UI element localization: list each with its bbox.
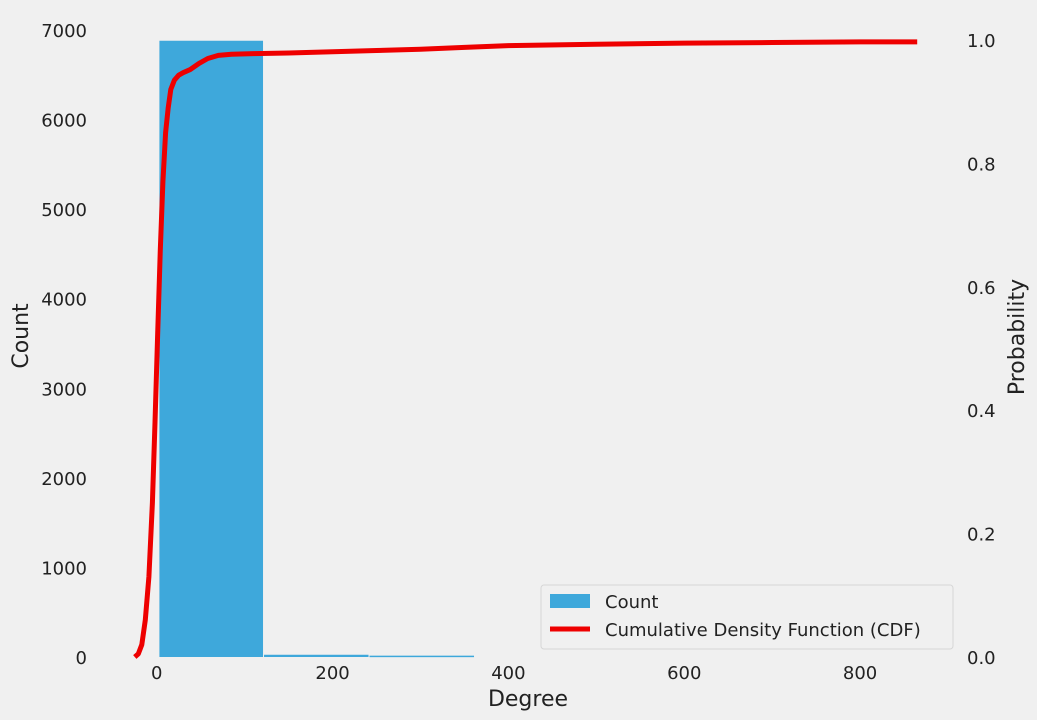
y2-axis-label: Probability xyxy=(1005,279,1030,395)
y2-axis-ticks: 0.0 0.2 0.4 0.6 0.8 1.0 xyxy=(967,31,996,669)
y-tick-label: 7000 xyxy=(41,21,87,42)
y-tick-label: 2000 xyxy=(41,469,87,490)
cdf-series xyxy=(133,39,918,659)
y-tick-label: 6000 xyxy=(41,111,87,132)
y2-tick-label: 0.8 xyxy=(967,154,996,175)
y-axis-label: Count xyxy=(9,303,34,369)
x-tick-label: 200 xyxy=(315,663,349,684)
y-tick-label: 3000 xyxy=(41,379,87,400)
y-tick-label: 5000 xyxy=(41,200,87,221)
y2-tick-label: 0.0 xyxy=(967,648,996,669)
histogram-bars xyxy=(159,40,475,658)
x-tick-label: 600 xyxy=(667,663,701,684)
x-axis-label: Degree xyxy=(488,687,568,712)
legend-label-count: Count xyxy=(605,592,658,613)
histogram-bar-2 xyxy=(369,655,475,658)
y-tick-label: 0 xyxy=(76,648,87,669)
y2-tick-label: 0.6 xyxy=(967,278,996,299)
legend: Count Cumulative Density Function (CDF) xyxy=(540,584,954,650)
x-axis-ticks: 0 200 400 600 800 xyxy=(151,663,877,684)
legend-box xyxy=(540,584,954,650)
y-axis-ticks: 0 1000 2000 3000 4000 5000 6000 7000 xyxy=(41,21,87,669)
y2-tick-label: 0.4 xyxy=(967,401,996,422)
y-tick-label: 1000 xyxy=(41,558,87,579)
histogram-bar-1 xyxy=(264,654,369,657)
y-tick-label: 4000 xyxy=(41,290,87,311)
histogram-bar-0 xyxy=(159,40,264,657)
x-tick-label: 0 xyxy=(151,663,162,684)
x-tick-label: 800 xyxy=(843,663,877,684)
y2-tick-label: 0.2 xyxy=(967,525,996,546)
cdf-line xyxy=(133,39,918,659)
y2-tick-label: 1.0 xyxy=(967,31,996,52)
x-tick-label: 400 xyxy=(491,663,525,684)
legend-swatch-count xyxy=(550,594,590,608)
legend-label-cdf: Cumulative Density Function (CDF) xyxy=(605,620,921,641)
